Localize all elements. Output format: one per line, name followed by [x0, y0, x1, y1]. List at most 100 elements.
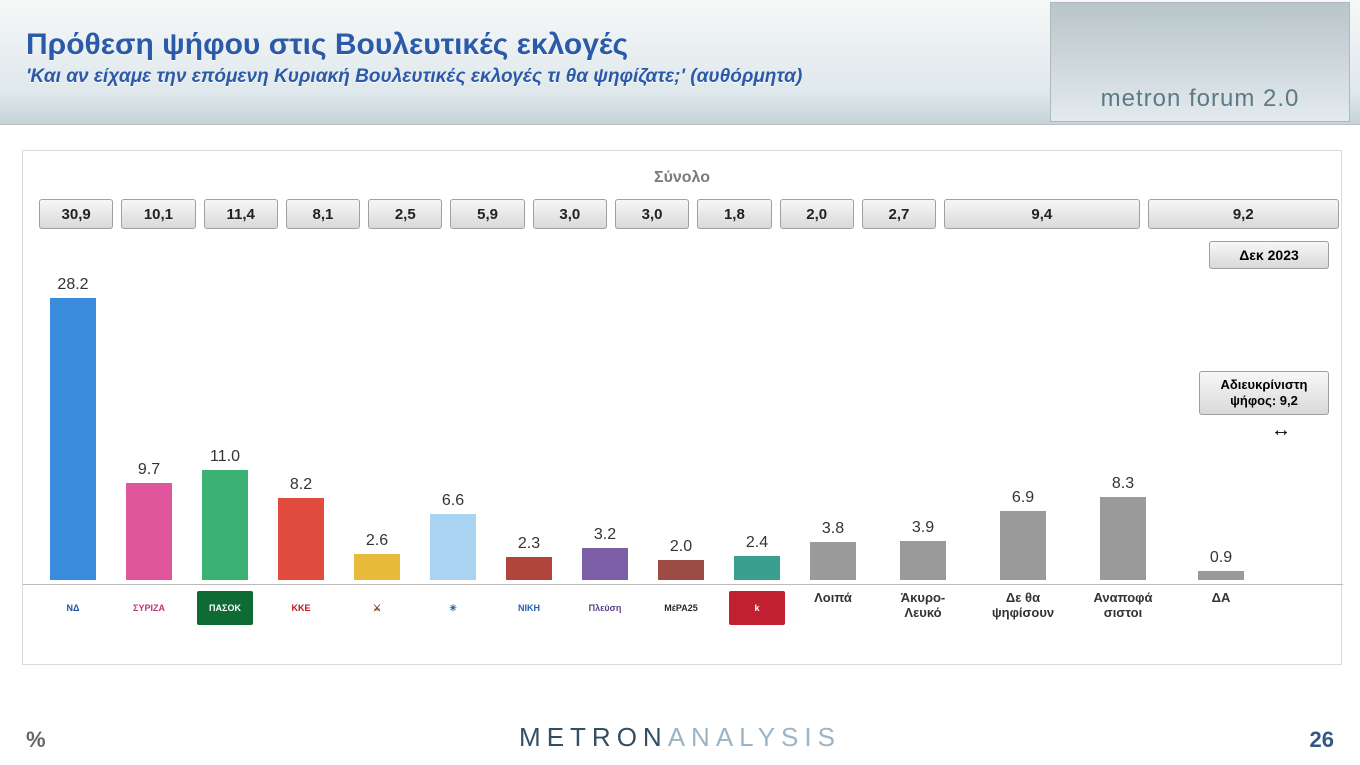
party-logo: ΜέΡΑ25: [653, 591, 709, 625]
bar: [202, 470, 248, 580]
bar-column: 6.9: [975, 240, 1071, 580]
x-label-text: ψηφίσουν: [992, 606, 1054, 621]
header: Πρόθεση ψήφου στις Βουλευτικές εκλογές '…: [0, 0, 1360, 125]
bar: [734, 556, 780, 580]
footer-brand-a: METRON: [519, 722, 668, 752]
bar-value-label: 9.7: [138, 461, 160, 479]
value-box: 30,9: [39, 199, 113, 229]
bar-value-label: 2.3: [518, 535, 540, 553]
x-label-text: Λοιπά: [814, 591, 852, 606]
brand-logo: metron forum 2.0: [1050, 2, 1350, 122]
bar-value-label: 2.0: [670, 538, 692, 556]
bar: [582, 548, 628, 580]
value-box: 3,0: [615, 199, 689, 229]
value-box: 2,0: [780, 199, 854, 229]
bar-column: 11.0: [187, 240, 263, 580]
x-label: Δε θαψηφίσουν: [975, 585, 1071, 664]
bar-column: 8.2: [263, 240, 339, 580]
bar: [1100, 497, 1146, 580]
x-label: ⚔: [339, 585, 415, 664]
bar: [1000, 511, 1046, 580]
x-label: ΣΥΡΙΖΑ: [111, 585, 187, 664]
value-box: 9,2: [1148, 199, 1340, 229]
party-logo: Πλεύση: [577, 591, 633, 625]
x-label: ΝΔ: [35, 585, 111, 664]
bar-value-label: 8.3: [1112, 475, 1134, 493]
value-box: 8,1: [286, 199, 360, 229]
party-logo: ΠΑΣΟΚ: [197, 591, 253, 625]
party-logo: ΝΔ: [45, 591, 101, 625]
x-label: ΠΑΣΟΚ: [187, 585, 263, 664]
bar-column: 2.6: [339, 240, 415, 580]
bar-column: 2.3: [491, 240, 567, 580]
bar-column: 8.3: [1071, 240, 1175, 580]
bar-column: 28.2: [35, 240, 111, 580]
x-label: ΔΑ: [1175, 585, 1267, 664]
x-label: ✳: [415, 585, 491, 664]
bar-column: 9.7: [111, 240, 187, 580]
bar: [506, 557, 552, 580]
bar-column: 6.6: [415, 240, 491, 580]
value-box: 5,9: [450, 199, 524, 229]
value-box: 10,1: [121, 199, 195, 229]
bar-value-label: 28.2: [57, 276, 88, 294]
bar-column: 2.0: [643, 240, 719, 580]
value-box: 9,4: [944, 199, 1139, 229]
party-logo: ΝΙΚΗ: [501, 591, 557, 625]
value-box: 3,0: [533, 199, 607, 229]
bar: [126, 483, 172, 580]
bar-value-label: 8.2: [290, 476, 312, 494]
bar: [354, 554, 400, 580]
x-label: Άκυρο-Λευκό: [871, 585, 975, 664]
party-logo: KKE: [273, 591, 329, 625]
x-label-text: ΔΑ: [1212, 591, 1231, 606]
bar: [810, 542, 856, 580]
x-label: ΝΙΚΗ: [491, 585, 567, 664]
bar-value-label: 3.2: [594, 526, 616, 544]
bar: [50, 298, 96, 580]
party-logo: ΣΥΡΙΖΑ: [121, 591, 177, 625]
chart-title: Σύνολο: [23, 169, 1341, 187]
x-label: Πλεύση: [567, 585, 643, 664]
slide: Πρόθεση ψήφου στις Βουλευτικές εκλογές '…: [0, 0, 1360, 765]
bar-column: 0.9: [1175, 240, 1267, 580]
x-label: ΜέΡΑ25: [643, 585, 719, 664]
value-box: 1,8: [697, 199, 771, 229]
x-label-text: Δε θα: [1006, 591, 1040, 606]
brand-logo-text: metron forum 2.0: [1101, 85, 1300, 113]
page-number: 26: [1310, 727, 1334, 753]
footer-brand-b: ANALYSIS: [668, 722, 841, 752]
value-boxes-row: 30,9 10,1 11,4 8,1 2,5 5,9 3,0 3,0 1,8 2,0 2,7 9,4 9…: [23, 199, 1343, 231]
page-title: Πρόθεση ψήφου στις Βουλευτικές εκλογές: [26, 28, 628, 62]
value-box: 2,5: [368, 199, 442, 229]
x-label: Αναποφάσιστοι: [1071, 585, 1175, 664]
x-label: Λοιπά: [795, 585, 871, 664]
x-label: k: [719, 585, 795, 664]
bar-value-label: 11.0: [210, 448, 240, 466]
x-axis: ΝΔ ΣΥΡΙΖΑ ΠΑΣΟΚ KKE ⚔ ✳ ΝΙΚΗ Πλεύση ΜέΡΑ25 k Λοιπά…: [23, 584, 1343, 664]
bar-column: 3.8: [795, 240, 871, 580]
bar-value-label: 2.4: [746, 534, 768, 552]
bar-value-label: 0.9: [1210, 549, 1232, 567]
party-logo: k: [729, 591, 785, 625]
value-box: 11,4: [204, 199, 278, 229]
bar-column: 3.9: [871, 240, 975, 580]
bars-area: 28.2 9.7 11.0 8.2 2.6 6.6 2.3 3.2 2.0 2.4 3.83.9 6.…: [23, 240, 1343, 580]
party-logo: ✳: [425, 591, 481, 625]
bar: [1198, 571, 1244, 580]
bar-value-label: 6.9: [1012, 489, 1034, 507]
footer-brand: METRONANALYSIS: [0, 722, 1360, 753]
x-label-text: σιστοι: [1104, 606, 1142, 621]
bar-chart: Σύνολο 30,9 10,1 11,4 8,1 2,5 5,9 3,0 3,0 1,8 2,0…: [22, 150, 1342, 665]
bar-column: 3.2: [567, 240, 643, 580]
x-label: KKE: [263, 585, 339, 664]
bar: [658, 560, 704, 580]
bar: [430, 514, 476, 580]
x-label-text: Άκυρο-: [901, 591, 946, 606]
x-label-text: Αναποφά: [1094, 591, 1153, 606]
bar-column: 2.4: [719, 240, 795, 580]
bar: [900, 541, 946, 580]
value-box: 2,7: [862, 199, 936, 229]
bar: [278, 498, 324, 580]
bar-value-label: 2.6: [366, 532, 388, 550]
